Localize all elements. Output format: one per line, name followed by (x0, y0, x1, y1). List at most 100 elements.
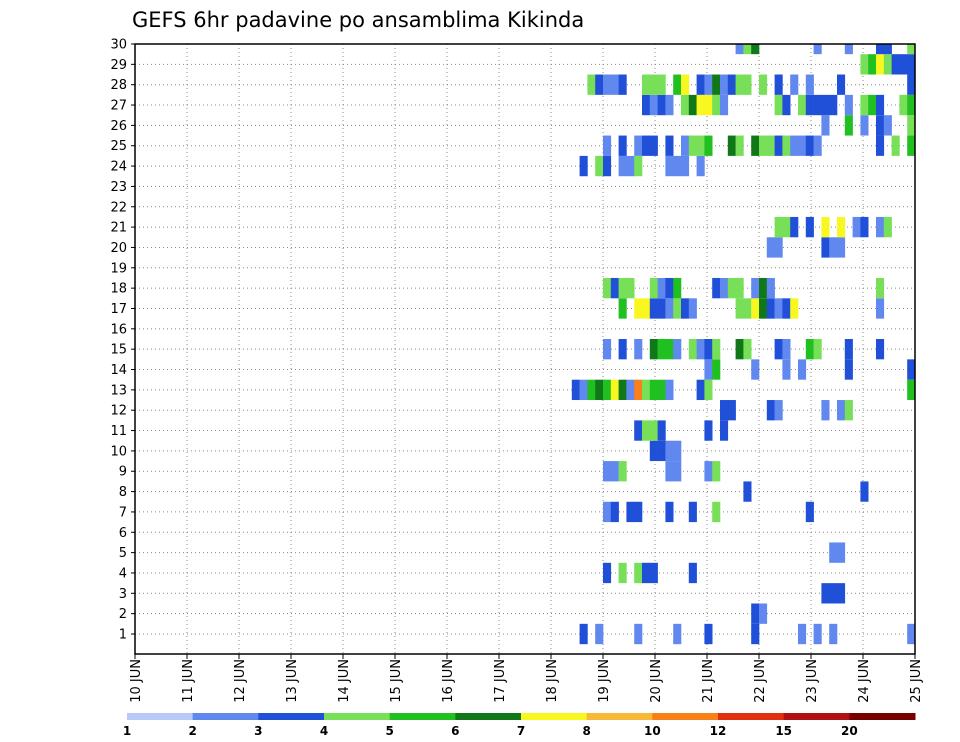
precip-cell (688, 501, 697, 523)
precip-cell (821, 237, 830, 258)
precip-cell (657, 74, 666, 95)
colorbar-tick-label: 10 (644, 724, 661, 738)
precip-cell (626, 379, 635, 401)
precip-cell (821, 216, 830, 238)
precip-cell (642, 379, 651, 401)
precip-cell (907, 623, 916, 645)
x-tick-label: 10 JUN (129, 659, 144, 703)
precip-cell (696, 135, 705, 156)
precip-cell (720, 400, 729, 421)
precip-cell (712, 94, 721, 116)
precip-cell (860, 115, 869, 136)
precip-cell (603, 74, 612, 95)
x-tick-label: 17 JUN (493, 659, 508, 703)
precip-cell (587, 379, 596, 401)
precip-cell (829, 623, 838, 645)
precip-cell (665, 298, 674, 319)
precip-cell (883, 216, 892, 238)
precip-cell (696, 94, 705, 116)
precip-cell (774, 94, 783, 116)
y-tick-label: 28 (110, 78, 127, 93)
precip-cell (821, 115, 830, 136)
precip-cell (657, 277, 666, 299)
precip-cell (735, 44, 744, 55)
precip-cells (571, 44, 916, 645)
precip-cell (837, 74, 846, 95)
precip-cell (766, 400, 775, 421)
precip-cell (907, 94, 916, 116)
precip-cell (805, 94, 814, 116)
precip-cell (634, 298, 643, 319)
precip-cell (735, 277, 744, 299)
precip-cell (618, 74, 627, 95)
precip-cell (774, 298, 783, 319)
precip-cell (704, 461, 713, 482)
precip-cell (813, 135, 822, 156)
precip-cell (774, 135, 783, 156)
precip-cell (626, 277, 635, 299)
colorbar-tick-label: 6 (451, 724, 459, 738)
precip-cell (790, 135, 799, 156)
colorbar-segment (192, 713, 259, 720)
precip-cell (688, 298, 697, 319)
y-tick-label: 25 (110, 139, 127, 154)
y-tick-label: 22 (110, 200, 127, 215)
colorbar-tick-label: 5 (385, 724, 393, 738)
precip-cell (883, 54, 892, 75)
precip-cell (883, 115, 892, 136)
x-tick-label: 16 JUN (441, 659, 456, 703)
precip-cell (868, 54, 877, 75)
precip-cell (657, 94, 666, 116)
precip-cell (626, 501, 635, 523)
precip-cell (759, 603, 768, 624)
precip-cell (821, 583, 830, 604)
precip-cell (696, 155, 705, 177)
precip-cell (634, 501, 643, 523)
y-tick-label: 24 (110, 160, 127, 175)
precip-cell (696, 379, 705, 401)
precip-cell (837, 400, 846, 421)
precip-cell (876, 216, 885, 238)
precip-cell (634, 379, 643, 401)
x-tick-label: 24 JUN (857, 659, 872, 703)
precip-cell (798, 623, 807, 645)
precip-cell (673, 461, 682, 482)
precip-cell (774, 74, 783, 95)
precip-cell (688, 135, 697, 156)
colorbar-tick-label: 3 (254, 724, 262, 738)
y-tick-label: 23 (110, 180, 127, 195)
precip-cell (876, 115, 885, 136)
precip-cell (766, 135, 775, 156)
precip-cell (603, 135, 612, 156)
precip-cell (603, 501, 612, 523)
colorbar-segment (521, 713, 588, 720)
colorbar-segment (783, 713, 850, 720)
x-tick-label: 12 JUN (233, 659, 248, 703)
precip-cell (618, 562, 627, 584)
precip-cell (907, 44, 916, 55)
precip-cell (665, 277, 674, 299)
precip-cell (603, 461, 612, 482)
precip-cell (634, 135, 643, 156)
precip-cell (595, 74, 604, 95)
precip-cell (766, 277, 775, 299)
precip-cell (876, 94, 885, 116)
precip-cell (610, 461, 619, 482)
precip-cell (891, 135, 900, 156)
precip-cell (704, 74, 713, 95)
precip-cell (673, 623, 682, 645)
precip-cell (798, 359, 807, 380)
precip-cell (774, 339, 783, 360)
precip-cell (696, 339, 705, 360)
precip-cell (657, 298, 666, 319)
precip-cell (759, 277, 768, 299)
precip-cell (712, 74, 721, 95)
precip-cell (782, 339, 791, 360)
precip-cell (743, 339, 752, 360)
colorbar-segment (127, 713, 194, 720)
precip-cell (876, 298, 885, 319)
precip-cell (751, 277, 760, 299)
colorbar: 1 2 3 4 5 6 7 8 10 12 15 20 (123, 713, 916, 738)
precip-cell (735, 74, 744, 95)
precip-cell (774, 237, 783, 258)
